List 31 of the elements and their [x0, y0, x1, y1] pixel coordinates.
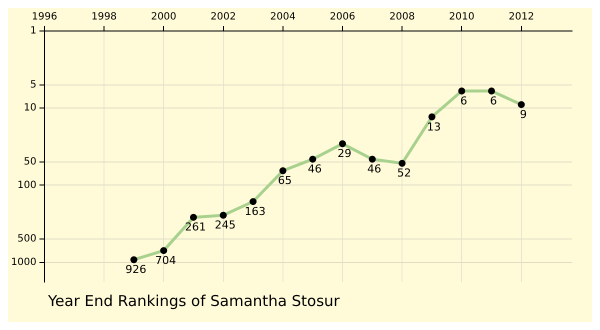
y-tick-label: 50 [24, 156, 36, 168]
x-tick-label: 2004 [270, 12, 296, 23]
data-label: 6 [460, 94, 468, 108]
data-label: 704 [155, 254, 176, 267]
data-label: 163 [244, 204, 266, 218]
data-label: 9 [520, 108, 527, 121]
y-tick-label: 10 [24, 102, 36, 114]
data-label: 6 [490, 94, 498, 108]
data-label: 46 [308, 162, 322, 176]
y-tick-label: 1000 [10, 256, 36, 268]
x-tick-label: 1998 [91, 12, 117, 23]
x-tick-label: 2002 [210, 12, 236, 23]
x-tick-label: 2010 [448, 12, 474, 23]
x-tick-label: 2000 [150, 12, 176, 23]
data-label: 52 [397, 166, 412, 180]
x-tick-label: 2012 [508, 12, 534, 23]
x-tick-label: 2006 [330, 12, 356, 23]
data-label: 926 [125, 263, 146, 276]
data-label: 261 [184, 220, 206, 234]
y-tick-label: 1 [30, 26, 36, 37]
x-tick-label: 2008 [389, 12, 415, 23]
text: Year End Rankings of Samantha Stosur [47, 292, 341, 312]
data-label: 46 [367, 162, 382, 176]
y-tick-label: 5 [30, 79, 36, 90]
data-label: 13 [426, 120, 441, 134]
y-tick-label: 500 [17, 234, 36, 245]
data-label: 65 [278, 174, 292, 188]
data-label: 245 [214, 218, 236, 232]
y-tick-label: 100 [17, 180, 36, 191]
data-label: 29 [338, 147, 352, 160]
x-tick-label: 1996 [32, 12, 58, 23]
